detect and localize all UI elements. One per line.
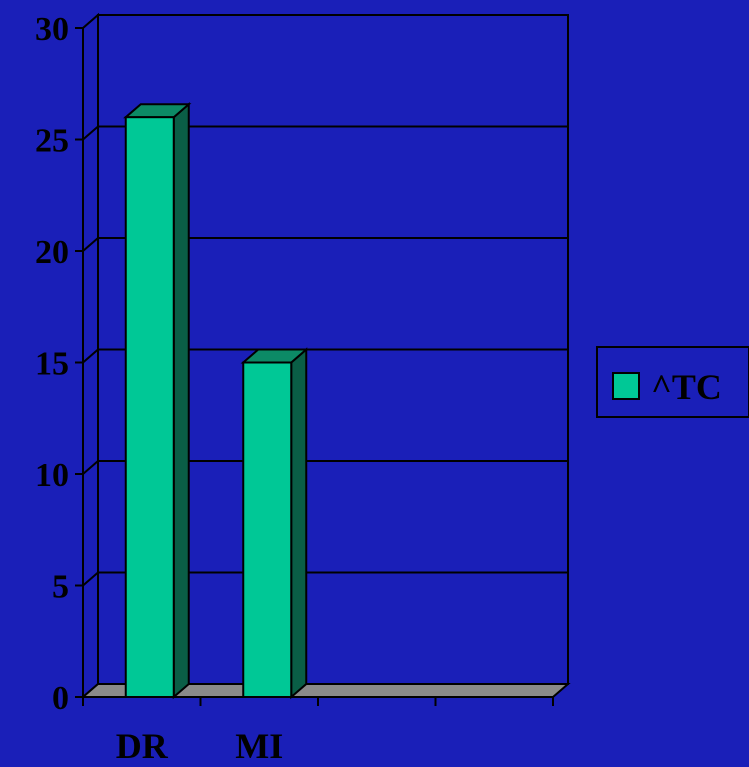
y-tick-label: 30: [35, 11, 69, 48]
legend-label-tc: ^TC: [651, 367, 722, 407]
bars: [123, 102, 309, 700]
y-tick-label: 0: [52, 680, 69, 717]
bar: [124, 116, 175, 698]
y-tick-label: 10: [35, 457, 69, 494]
bar-side: [172, 102, 190, 700]
gridline-side: [82, 460, 99, 475]
axes: [75, 27, 554, 706]
y-tick-label: 15: [35, 346, 69, 383]
legend: ^TC: [596, 346, 749, 418]
y-tick-label: 25: [35, 123, 69, 160]
gridline-side: [82, 125, 99, 141]
y-tick-label: 5: [52, 569, 69, 606]
legend-swatch-tc: [612, 372, 640, 400]
gridline-side: [82, 571, 99, 587]
gridline-side: [82, 237, 99, 252]
y-tick-labels: 0 5 10 15 20 25 30: [35, 11, 69, 717]
legend-box: [596, 346, 749, 418]
x-category-labels: DR MI: [116, 726, 284, 766]
y-tick-label: 20: [35, 234, 69, 271]
x-category-label: DR: [116, 726, 169, 766]
gridline-side: [82, 348, 99, 364]
bar: [242, 361, 293, 698]
bar-side: [290, 347, 308, 700]
x-category-label: MI: [235, 726, 283, 766]
